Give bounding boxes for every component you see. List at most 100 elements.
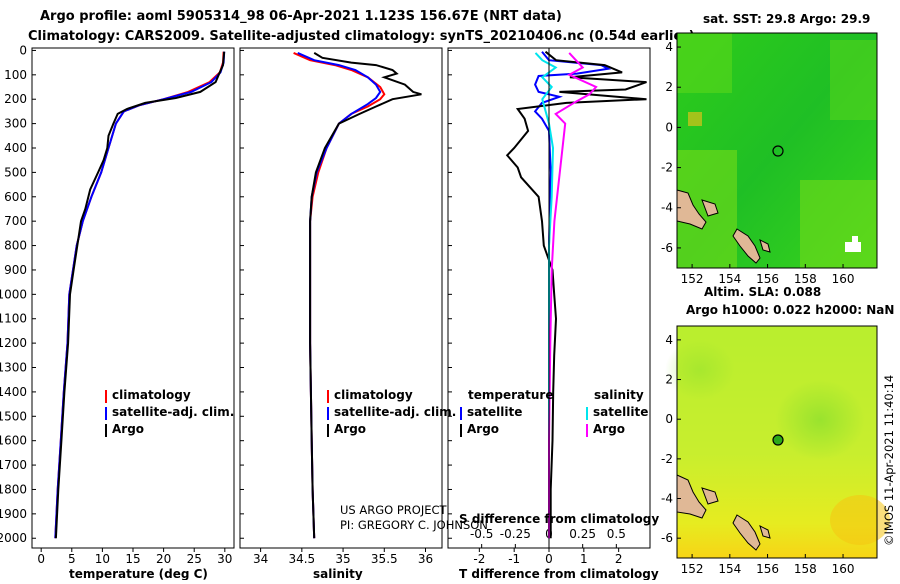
temperature-legend: climatology satellite-adj. clim. Argo xyxy=(105,388,234,437)
lon-tick-label: 160 xyxy=(832,272,855,286)
s-difference-x-axis: -0.5-0.2500.250.5 xyxy=(470,527,626,548)
lon-tick-label: 152 xyxy=(681,272,704,286)
title-line-1: Argo profile: aoml 5905314_98 06-Apr-202… xyxy=(40,9,562,24)
series-line-argo xyxy=(54,51,226,539)
legend-label-satellite: satellite-adj. clim. xyxy=(334,405,456,419)
lat-tick-label: -4 xyxy=(661,201,673,215)
sla-map xyxy=(665,325,890,559)
x-tick-label: 35.5 xyxy=(371,552,398,566)
lon-tick-label: 156 xyxy=(756,272,779,286)
lon-tick-label: 160 xyxy=(832,562,855,576)
x2-tick-label: 0.25 xyxy=(569,527,596,541)
difference-series xyxy=(505,50,647,539)
t-difference-x-axis: -2 -1 0 1 2 xyxy=(473,548,622,566)
depth-tick-label: 1200 xyxy=(0,336,27,350)
x-tick-label: 34.5 xyxy=(288,552,315,566)
depth-tick-label: 1100 xyxy=(0,312,27,326)
lat-tick-label: -2 xyxy=(661,452,673,466)
series-line-climatology xyxy=(54,51,225,539)
sst-map-title: sat. SST: 29.8 Argo: 29.9 xyxy=(703,12,870,26)
depth-tick-label: 1800 xyxy=(0,482,27,496)
depth-tick-label: 1700 xyxy=(0,458,27,472)
x-tick-label: 36 xyxy=(418,552,433,566)
series-line-s-argo xyxy=(548,52,598,539)
lon-tick-label: 154 xyxy=(718,272,741,286)
legend-label-t-argo: Argo xyxy=(467,422,499,436)
lon-tick-label: 154 xyxy=(718,562,741,576)
temperature-series xyxy=(54,51,226,539)
depth-tick-label: 900 xyxy=(4,263,27,277)
lat-tick-label: -6 xyxy=(661,241,673,255)
x-tick-label: 1 xyxy=(580,552,588,566)
sst-map xyxy=(676,32,878,269)
temperature-axis-label: temperature (deg C) xyxy=(69,567,208,580)
legend-label-s-argo: Argo xyxy=(593,422,625,436)
x-tick-label: -2 xyxy=(473,552,485,566)
x-tick-label: 35 xyxy=(335,552,350,566)
salinity-legend: climatology satellite-adj. clim. Argo xyxy=(327,388,456,437)
series-line-t-satellite xyxy=(533,51,612,539)
salinity-axis-label: salinity xyxy=(313,567,363,580)
x-tick-label: 34 xyxy=(253,552,268,566)
lat-tick-label: 0 xyxy=(665,412,673,426)
legend-label-climatology: climatology xyxy=(334,388,413,402)
x-tick-label: 30 xyxy=(217,552,232,566)
lat-tick-label: -4 xyxy=(661,492,673,506)
depth-tick-label: 1400 xyxy=(0,385,27,399)
sla-map-axes: 152 154 156 158 160 4 2 0 -2 -4 -6 xyxy=(661,333,854,576)
legend-title-temperature: temperature xyxy=(468,388,553,402)
salinity-series xyxy=(293,51,422,539)
series-line-satellite-adj-clim- xyxy=(54,51,226,539)
lon-tick-label: 158 xyxy=(794,272,817,286)
x-tick-label: 20 xyxy=(156,552,171,566)
x-tick-label: 10 xyxy=(95,552,110,566)
t-difference-axis-label: T difference from climatology xyxy=(459,567,659,580)
lon-tick-label: 152 xyxy=(681,562,704,576)
depth-tick-label: 400 xyxy=(4,141,27,155)
depth-tick-label: 800 xyxy=(4,239,27,253)
series-line-t-argo xyxy=(505,50,647,539)
depth-tick-label: 0 xyxy=(19,43,27,57)
legend-label-argo: Argo xyxy=(334,422,366,436)
depth-tick-label: 1600 xyxy=(0,434,27,448)
x2-tick-label: 0.5 xyxy=(607,527,626,541)
s-difference-axis-label: S difference from climatology xyxy=(459,512,659,526)
legend-label-t-satellite: satellite xyxy=(467,405,522,419)
pi-credit: PI: GREGORY C. JOHNSON xyxy=(340,518,488,532)
x-tick-label: -1 xyxy=(508,552,520,566)
title-line-2: Climatology: CARS2009. Satellite-adjuste… xyxy=(28,29,695,44)
lon-tick-label: 156 xyxy=(756,562,779,576)
lat-tick-label: 2 xyxy=(665,80,673,94)
depth-tick-label: 1500 xyxy=(0,409,27,423)
depth-axis: 0 100 200 300 400 500 600 700 800 900 1000 1100 1200… xyxy=(0,43,452,545)
x-tick-label: 2 xyxy=(615,552,623,566)
legend-label-satellite: satellite-adj. clim. xyxy=(112,405,234,419)
salinity-panel xyxy=(239,47,443,549)
lat-tick-label: -2 xyxy=(661,161,673,175)
x2-tick-label: -0.5 xyxy=(470,527,493,541)
legend-label-climatology: climatology xyxy=(112,388,191,402)
project-credit: US ARGO PROJECT xyxy=(340,503,448,517)
difference-legend: temperature satellite Argo salinity sate… xyxy=(460,388,648,437)
x-tick-label: 0 xyxy=(545,552,553,566)
depth-tick-label: 100 xyxy=(4,68,27,82)
legend-title-salinity: salinity xyxy=(594,388,644,402)
temperature-x-axis: 0 5 10 15 20 25 30 xyxy=(37,548,232,566)
depth-tick-label: 2000 xyxy=(0,531,27,545)
depth-tick-label: 700 xyxy=(4,214,27,228)
depth-tick-label: 200 xyxy=(4,92,27,106)
x2-tick-label: -0.25 xyxy=(500,527,531,541)
lat-tick-label: 0 xyxy=(665,120,673,134)
lat-tick-label: -6 xyxy=(661,531,673,545)
sst-map-axes: 152 154 156 158 160 4 2 0 -2 -4 -6 xyxy=(661,40,854,286)
depth-tick-label: 600 xyxy=(4,190,27,204)
legend-label-s-satellite: satellite xyxy=(593,405,648,419)
sla-map-title-1: Altim. SLA: 0.088 xyxy=(704,285,821,299)
x-tick-label: 0 xyxy=(37,552,45,566)
depth-tick-label: 1000 xyxy=(0,287,27,301)
sla-map-title-2: Argo h1000: 0.022 h2000: NaN xyxy=(686,303,894,317)
depth-tick-label: 1300 xyxy=(0,361,27,375)
legend-label-argo: Argo xyxy=(112,422,144,436)
x-tick-label: 5 xyxy=(68,552,76,566)
